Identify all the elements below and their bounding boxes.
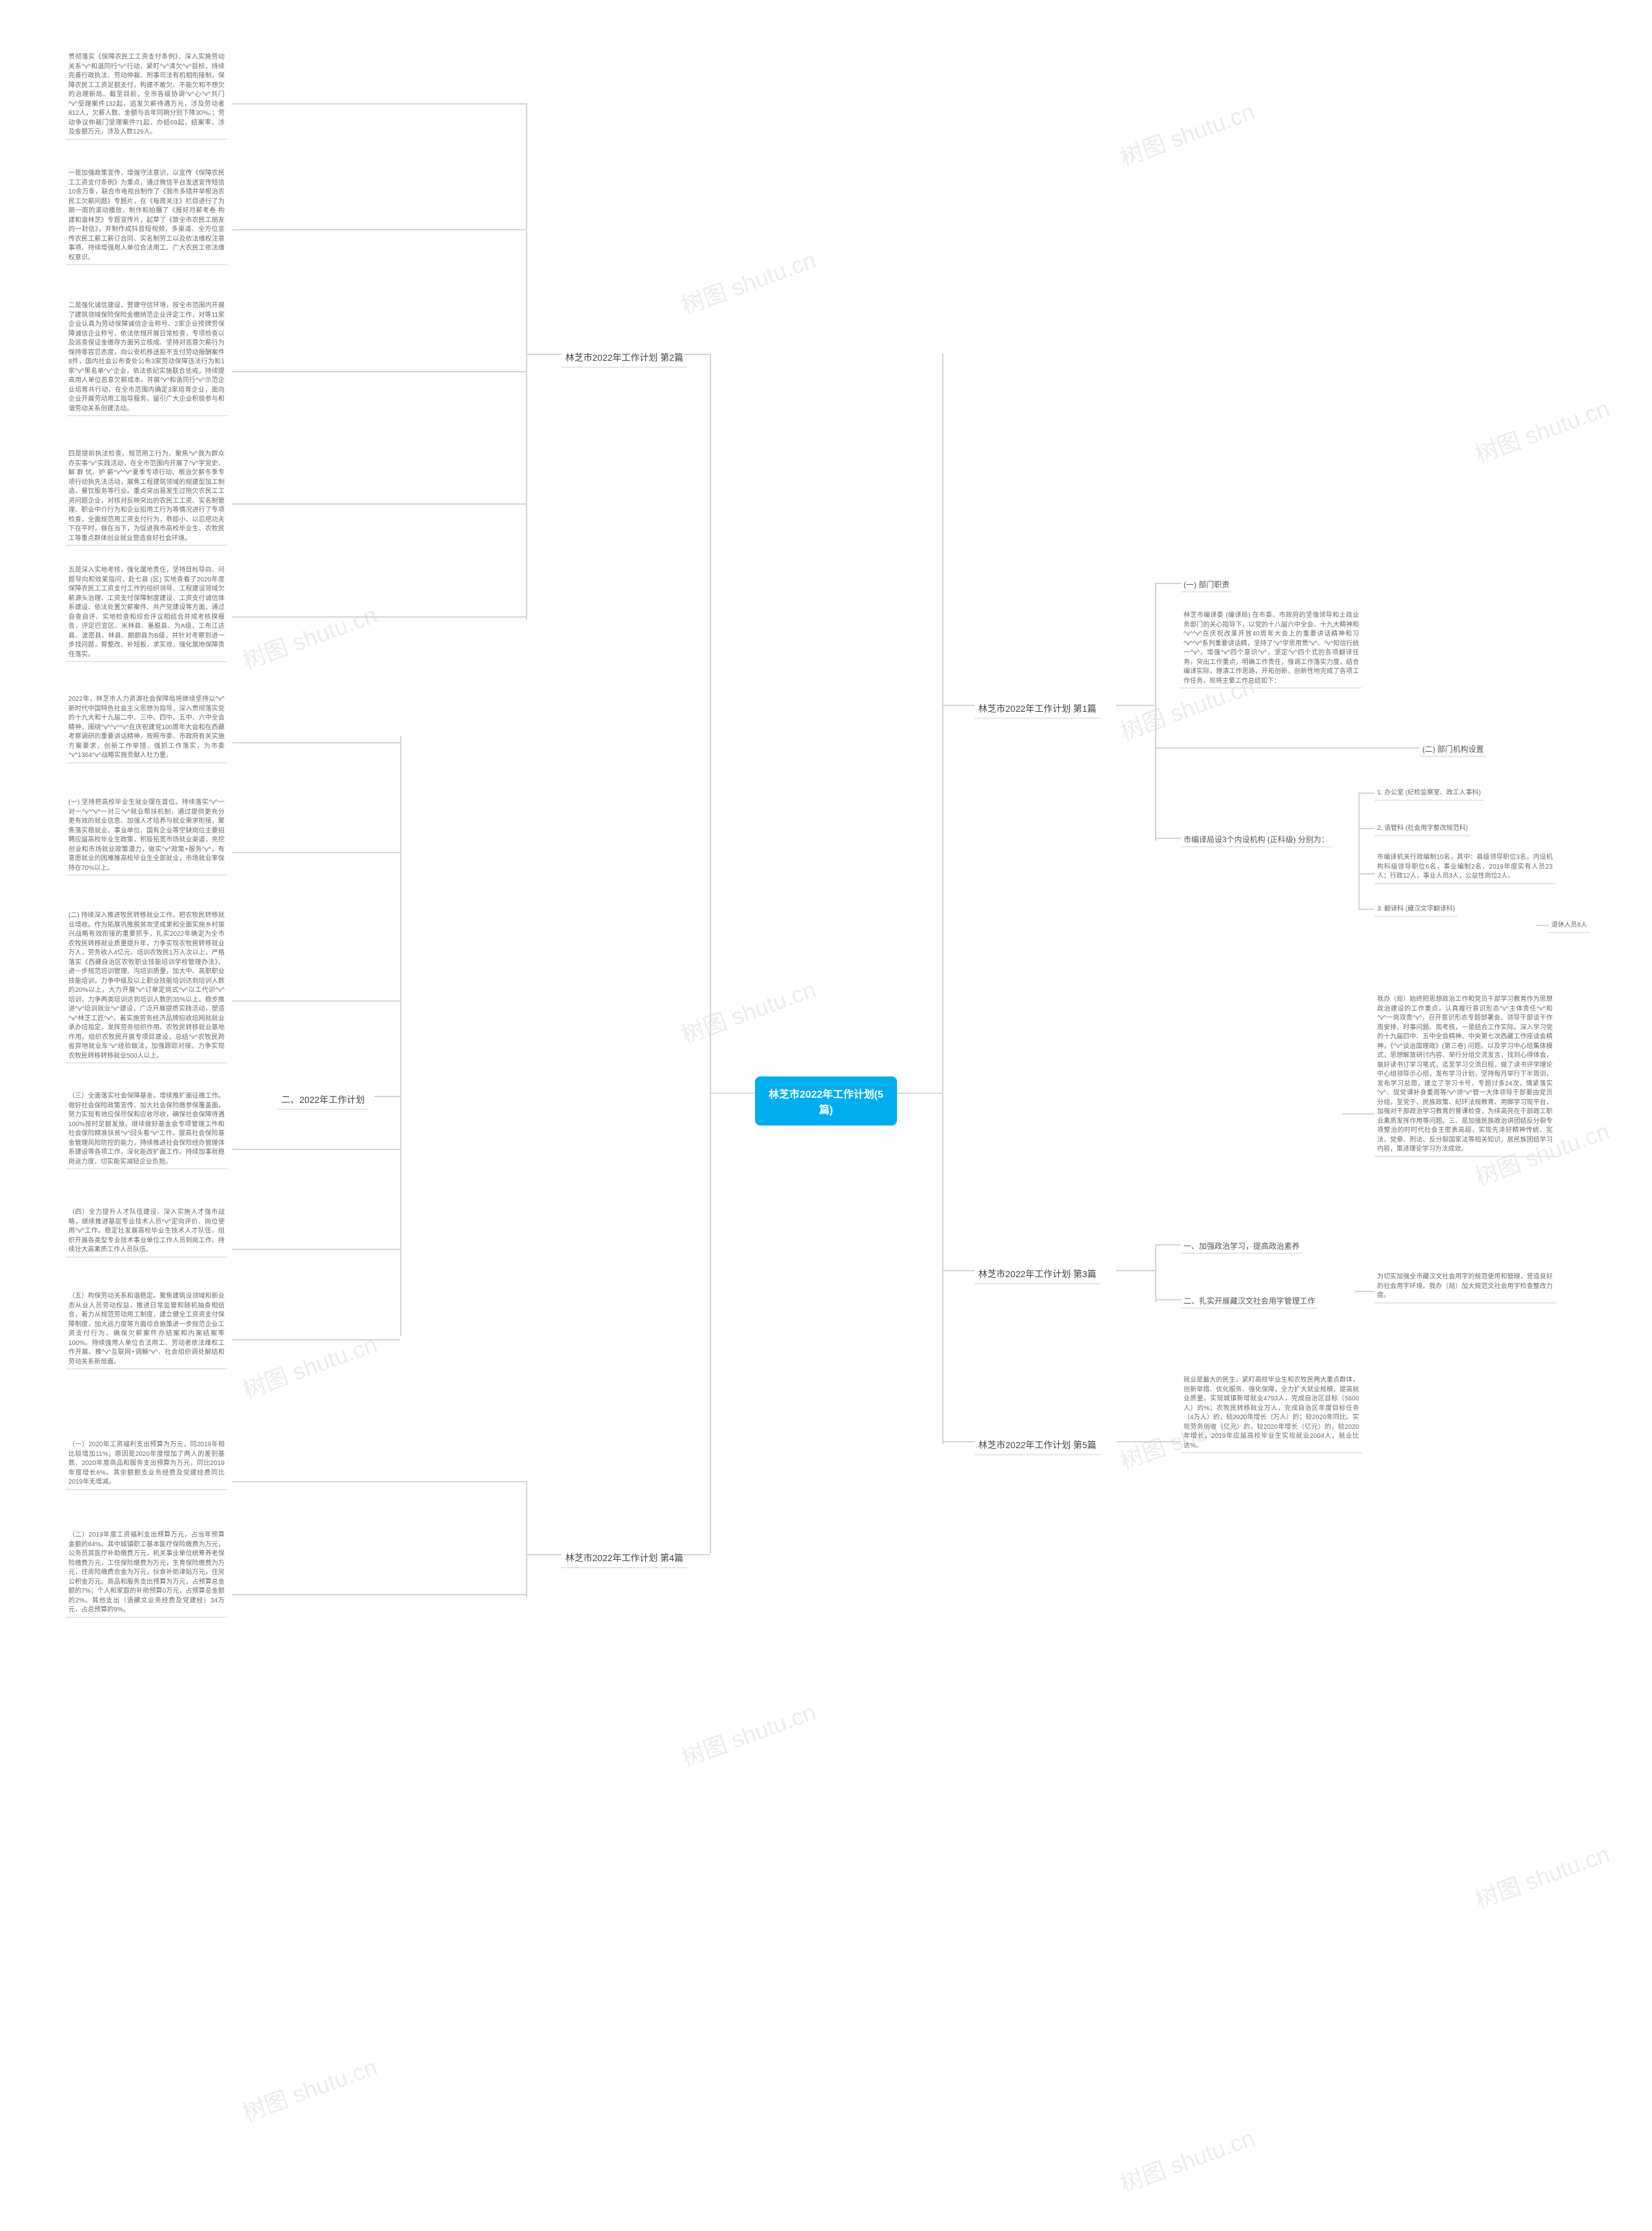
connector-line <box>526 1554 561 1555</box>
connector-line <box>232 103 526 105</box>
leaf-b2l2: 一是加强政策宣传，增强守法意识，以宣传《保障农民工工资支付条例》为重点，通过微信… <box>66 168 227 265</box>
connector-line <box>232 1594 526 1595</box>
watermark: 树图 shutu.cn <box>1470 1835 1614 1915</box>
connector-line <box>232 371 526 372</box>
connector-line <box>232 1249 400 1250</box>
connector-line <box>1358 873 1375 874</box>
connector-line <box>684 354 710 355</box>
leaf-b3s2l1: 为切实加强全市藏汉文社会用字的规范使用和管理，营造良好的社会用字环境。我办（局）… <box>1375 1271 1555 1304</box>
connector-line <box>710 354 711 1554</box>
connector-line <box>526 103 527 620</box>
connector-line <box>1155 747 1420 749</box>
leaf-b1s3c2: 退休人员8人 <box>1549 920 1590 933</box>
connector-line <box>942 705 974 706</box>
leaf-b2l4: 四是提前执法检查。规范用工行为。聚焦^v^我为群众办实事^v^实践活动，在全市范… <box>66 449 227 546</box>
leaf-b1s3c: 3. 翻译科 (藏汉文字翻译科) <box>1375 904 1458 917</box>
leaf-b3s1l1: 我办（局）始终把思想政治工作和党员干部学习教育作为思想政治建设的工作重点，认真履… <box>1375 994 1555 1157</box>
connector-line <box>710 1093 755 1094</box>
leaf-b1s3a: 1. 办公室 (纪检监察室、政工人事科) <box>1375 787 1484 801</box>
connector-line <box>232 616 526 618</box>
connector-line <box>232 1481 526 1482</box>
connector-line <box>1155 1299 1181 1300</box>
leaf-b2bl1: (一) 坚持把高校毕业生就业摆在首位。持续落实^v^一对一^v^^v^一对三^v… <box>66 797 227 876</box>
connector-line <box>526 1481 527 1597</box>
leaf-b2l5: 五是深入实地考核，强化属地责任，坚持目标导向、问题导向和效莱指问，赴七县 (区)… <box>66 565 227 662</box>
mindmap-canvas: 树图 shutu.cn 树图 shutu.cn 树图 shutu.cn 树图 shut… <box>0 0 1652 2231</box>
branch-b3[interactable]: 林芝市2022年工作计划 第3篇 <box>974 1265 1100 1284</box>
leaf-b4l1: （一）2020年工资福利支出预算为万元，同2019年相比较增加11%；原因是20… <box>66 1439 227 1490</box>
watermark: 树图 shutu.cn <box>676 241 820 321</box>
leaf-b5l1: 就业是最大的民生。紧盯高校毕业生和农牧民两大重点群体，创新举措、优化服务、强化保… <box>1181 1375 1362 1453</box>
watermark: 树图 shutu.cn <box>1115 93 1259 172</box>
leaf-b2bl2: (二) 持续深入推进牧民转移就业工作。把农牧民转移就业增收。作为拓展巩推脱贫攻坚… <box>66 910 227 1064</box>
connector-line <box>1342 1113 1375 1115</box>
leaf-b2bl0: 2022年，林芝市人力资源社会保障局将继续坚持以^v^新时代中国特色社会主义思想… <box>66 694 227 763</box>
connector-line <box>1358 792 1360 910</box>
watermark: 树图 shutu.cn <box>1470 390 1614 469</box>
watermark: 树图 shutu.cn <box>237 2048 381 2128</box>
connector-line <box>1155 1244 1181 1246</box>
connector-line <box>1116 705 1155 706</box>
connector-line <box>942 1270 974 1271</box>
watermark: 树图 shutu.cn <box>676 1693 820 1773</box>
branch-b2b[interactable]: 二、2022年工作计划 <box>277 1091 368 1110</box>
leaf-b2l1: 贯彻落实《保障农民工工资支付条例》，深入实施劳动关系^v^和谐同行^v^行动，紧… <box>66 52 227 140</box>
connector-line <box>1358 792 1375 794</box>
branch-b4[interactable]: 林芝市2022年工作计划 第4篇 <box>561 1549 687 1568</box>
leaf-b2l3: 二是强化诚信建设，营建守信环境，按全市范围内开展了建筑领域保险保险金缴纳范企业评… <box>66 300 227 416</box>
watermark: 树图 shutu.cn <box>237 596 381 676</box>
connector-line <box>232 1000 400 1002</box>
connector-line <box>1155 1244 1156 1302</box>
connector-line <box>400 736 401 1336</box>
connector-line <box>1155 583 1156 841</box>
connector-line <box>232 503 526 505</box>
leaf-b4l2: （二）2019年度工资福利支出预算万元，占当年预算金额的84%。其中城镇职工基本… <box>66 1529 227 1618</box>
branch-b1[interactable]: 林芝市2022年工作计划 第1篇 <box>974 700 1100 719</box>
connector-line <box>374 1096 400 1097</box>
connector-line <box>232 742 400 743</box>
leaf-b2bl4: （四）全力提升人才队伍建设。深入实施人才强市战略，继续推进基层专业技术人员^v^… <box>66 1207 227 1258</box>
root-node[interactable]: 林芝市2022年工作计划(5篇) <box>755 1076 897 1126</box>
connector-line <box>232 852 400 853</box>
leaf-b1s3b: 2. 语管科 (社会用字整改规范科) <box>1375 823 1471 836</box>
connector-line <box>1116 1270 1155 1271</box>
sub-b3s2[interactable]: 二、扎实开展藏汉文社会用字管理工作 <box>1181 1294 1318 1309</box>
branch-b2[interactable]: 林芝市2022年工作计划 第2篇 <box>561 348 687 368</box>
sub-b1s2[interactable]: (二) 部门机构设置 <box>1420 742 1486 757</box>
connector-line <box>684 1554 710 1555</box>
connector-line <box>1355 1291 1375 1292</box>
connector-line <box>1358 828 1375 829</box>
watermark: 树图 shutu.cn <box>1115 2119 1259 2199</box>
leaf-b2bl5: （五）构保劳动关系和谐稳定。聚焦建筑设领域和新业态从业人员劳动权益，推进日常监管… <box>66 1291 227 1369</box>
watermark: 树图 shutu.cn <box>237 1326 381 1405</box>
connector-line <box>526 354 561 355</box>
connector-line <box>1536 925 1549 926</box>
connector-line <box>232 1149 400 1150</box>
connector-line <box>232 1339 400 1340</box>
branch-b5[interactable]: 林芝市2022年工作计划 第5篇 <box>974 1436 1100 1455</box>
sub-b1s3[interactable]: 市编译局设3个内设机构 (正科级) 分别为： <box>1181 833 1331 847</box>
sub-b3s1[interactable]: 一、加强政治学习，提高政治素养 <box>1181 1239 1302 1254</box>
connector-line <box>1155 838 1181 839</box>
connector-line <box>897 1093 942 1094</box>
connector-line <box>942 1441 974 1442</box>
leaf-b1s1l1: 林芝市编译委 (编译局) 在市委、市政府的坚强领导和土政业务部门的关心指导下，以… <box>1181 610 1362 689</box>
watermark: 树图 shutu.cn <box>676 971 820 1050</box>
connector-line <box>1358 909 1375 910</box>
connector-line <box>942 354 943 1444</box>
connector-line <box>232 229 526 230</box>
leaf-b2bl3: （三）全面落实社会保障基金。增续推扩面征缴工作。做好社会保险政策宣传、加大社会保… <box>66 1091 227 1169</box>
connector-line <box>1116 1441 1181 1442</box>
connector-line <box>1155 583 1181 584</box>
leaf-b1s3d: 市编译机关行政编制10名，其中：县级领导职位3名，内设机构科级领导职位6名，事业… <box>1375 852 1555 884</box>
sub-b1s1[interactable]: (一) 部门职责 <box>1181 578 1232 592</box>
